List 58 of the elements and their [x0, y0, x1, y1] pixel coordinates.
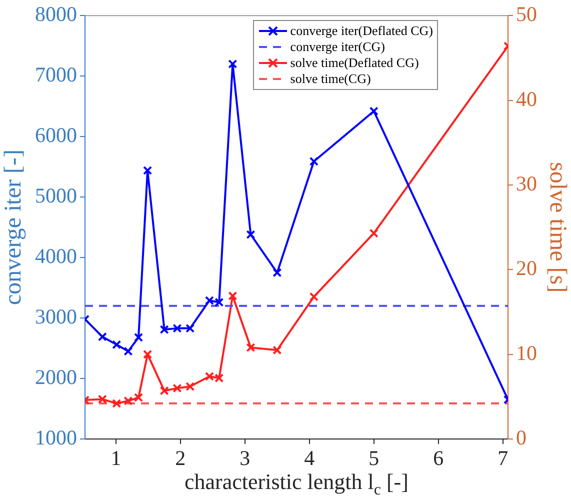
point: [214, 298, 224, 307]
x-tick-label: 1: [110, 446, 122, 470]
point: [124, 396, 133, 406]
point: [172, 324, 182, 333]
point: [112, 340, 122, 350]
y-tick-label: 1000: [35, 426, 77, 450]
x-tick-label: 4: [304, 446, 316, 470]
point: [112, 398, 122, 408]
y2-axis-title: solve time [s]: [544, 162, 570, 293]
y2-tick-label: 40: [516, 86, 537, 111]
point: [143, 350, 152, 359]
point: [134, 332, 144, 342]
point: [246, 343, 256, 352]
point: [160, 386, 169, 396]
y-tick-label: 8000: [35, 2, 77, 26]
x-tick-label: 5: [368, 446, 380, 470]
point: [204, 296, 214, 306]
point: [186, 324, 195, 333]
y2-tick-label: 10: [516, 340, 537, 365]
point: [309, 292, 318, 302]
x-tick-label: 3: [240, 446, 250, 470]
point: [369, 228, 378, 238]
y-tick-label: 6000: [35, 123, 77, 148]
legend-label: converge iter(CG): [290, 39, 385, 55]
point: [272, 346, 282, 355]
point: [98, 394, 107, 404]
y-tick-label: 2000: [35, 365, 77, 390]
y2-tick-label: 50: [516, 2, 537, 26]
x-tick-label: 6: [433, 446, 444, 470]
point: [272, 268, 282, 278]
point: [214, 373, 224, 383]
y-axis-title: converge iter [-]: [0, 150, 27, 306]
x-tick-label: 2: [175, 446, 186, 470]
y-tick-label: 3000: [35, 304, 77, 329]
point: [186, 382, 195, 392]
y-tick-label: 5000: [35, 184, 77, 208]
y2-tick-label: 0: [516, 426, 526, 450]
point: [228, 59, 238, 69]
legend-label: solve time(CG): [290, 71, 371, 87]
y2-tick-label: 20: [516, 256, 537, 280]
y-tick-label: 7000: [35, 62, 77, 87]
point: [124, 346, 133, 356]
y2-tick-label: 30: [516, 171, 537, 196]
x-tick-label: 7: [498, 446, 508, 470]
legend-label: solve time(Deflated CG): [290, 55, 419, 71]
point: [246, 230, 256, 240]
x-axis-title: characteristic length l$_{c}$ [-]: [184, 469, 410, 500]
point: [143, 166, 152, 175]
legend-label: converge iter(Deflated CG): [290, 23, 433, 39]
point: [369, 106, 378, 116]
point: [204, 372, 214, 381]
point: [172, 384, 182, 393]
point: [98, 332, 107, 342]
point: [228, 291, 238, 300]
point: [134, 392, 144, 402]
point: [160, 324, 169, 334]
y-tick-label: 4000: [35, 244, 77, 268]
point: [309, 156, 318, 166]
